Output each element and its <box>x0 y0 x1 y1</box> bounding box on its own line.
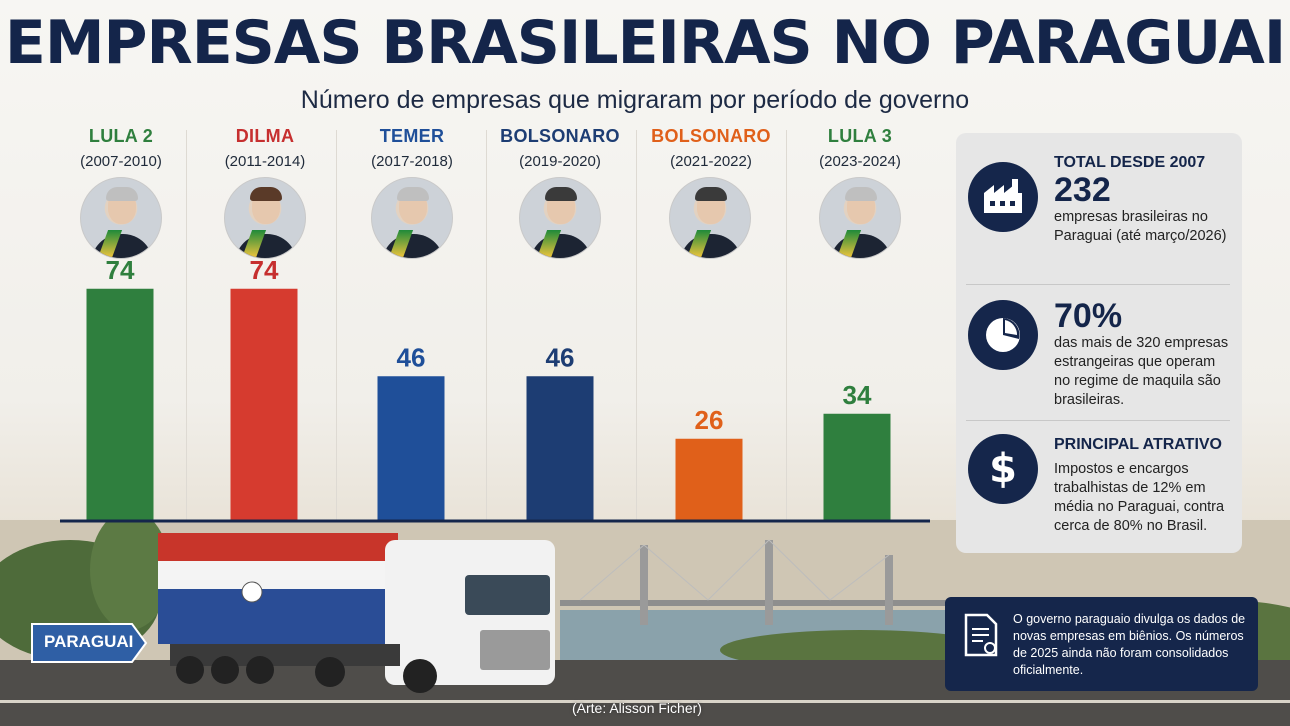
portrait-dilma-icon <box>224 177 306 259</box>
road-sign <box>31 623 148 663</box>
bar-value-label: 46 <box>397 342 426 372</box>
stat-attraction: $ PRINCIPAL ATRATIVO Impostos e encargos… <box>956 432 1242 547</box>
category-label: DILMA <box>235 126 295 146</box>
document-icon <box>964 613 998 657</box>
stat-body: empresas brasileiras no Paraguai (até ma… <box>1054 209 1227 244</box>
stat-divider <box>966 284 1230 285</box>
period-label: (2021-2022) <box>670 153 752 170</box>
bar-value-label: 74 <box>106 255 135 285</box>
bar-5 <box>823 413 891 520</box>
column-separator <box>486 130 487 520</box>
column-separator <box>636 130 637 520</box>
column-separator <box>336 130 337 520</box>
portrait-bolsonaro-icon <box>669 177 751 259</box>
dollar-icon: $ <box>968 434 1038 504</box>
factory-icon <box>968 162 1038 232</box>
stat-share: 70% das mais de 320 empresas estrangeira… <box>956 296 1242 416</box>
bar-0 <box>86 288 154 520</box>
pie-chart-icon <box>968 300 1038 370</box>
stat-value: 232 <box>1054 171 1111 209</box>
period-label: (2019-2020) <box>519 153 601 170</box>
stat-divider <box>966 420 1230 421</box>
category-label: LULA 2 <box>88 126 154 146</box>
bar-value-label: 26 <box>695 405 724 435</box>
stat-total: TOTAL DESDE 2007 232 empresas brasileira… <box>956 148 1242 278</box>
bar-value-label: 34 <box>843 380 872 410</box>
category-label: TEMER <box>379 126 445 146</box>
page-title: EMPRESAS BRASILEIRAS NO PARAGUAI <box>4 8 1286 78</box>
stat-heading: TOTAL DESDE 2007 <box>1054 154 1206 171</box>
period-label: (2011-2014) <box>224 153 306 170</box>
bar-value-label: 74 <box>250 255 279 285</box>
truck <box>158 533 555 693</box>
portrait-temer-icon <box>371 177 453 259</box>
note-text: O governo paraguaio divulga os dados de … <box>1013 612 1246 677</box>
road-sign-label: PARAGUAI <box>32 624 146 662</box>
column-header: TEMER (2017-2018) <box>337 126 487 170</box>
column-header: DILMA (2011-2014) <box>190 126 340 170</box>
stat-body: Impostos e encargos trabalhistas de 12% … <box>1054 461 1225 534</box>
sign-text: PARAGUAI <box>44 632 134 651</box>
chart-subtitle: Número de empresas que migraram por perí… <box>300 86 970 114</box>
category-label: LULA 3 <box>827 126 893 146</box>
stat-body: das mais de 320 empresas estrangeiras qu… <box>1054 335 1229 408</box>
stat-heading: PRINCIPAL ATRATIVO <box>1054 436 1222 453</box>
note-box: O governo paraguaio divulga os dados de … <box>945 597 1258 691</box>
column-header: BOLSONARO (2019-2020) <box>485 126 635 170</box>
column-header: BOLSONARO (2021-2022) <box>636 126 786 170</box>
period-label: (2007-2010) <box>80 153 162 170</box>
portrait-bolsonaro-icon <box>519 177 601 259</box>
bar-2 <box>377 376 445 520</box>
bar-1 <box>230 288 298 520</box>
image-credit: (Arte: Alisson Ficher) <box>572 700 702 716</box>
bar-value-label: 46 <box>546 342 575 372</box>
column-header: LULA 2 (2007-2010) <box>46 126 196 170</box>
bar-3 <box>526 376 594 520</box>
bar-4 <box>675 438 743 520</box>
period-label: (2017-2018) <box>371 153 453 170</box>
category-label: BOLSONARO <box>651 126 771 146</box>
category-label: BOLSONARO <box>500 126 620 146</box>
portrait-lula-icon <box>80 177 162 259</box>
column-separator <box>186 130 187 520</box>
column-header: LULA 3 (2023-2024) <box>785 126 935 170</box>
stat-value: 70% <box>1054 297 1123 335</box>
period-label: (2023-2024) <box>819 153 901 170</box>
column-separator <box>786 130 787 520</box>
portrait-lula-icon <box>819 177 901 259</box>
